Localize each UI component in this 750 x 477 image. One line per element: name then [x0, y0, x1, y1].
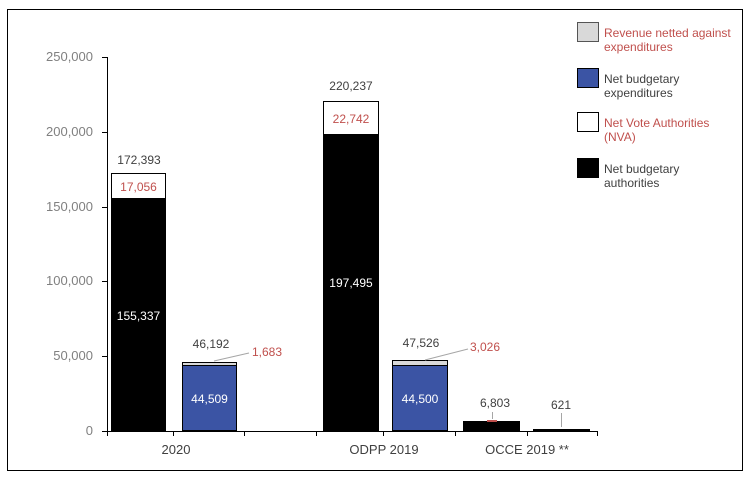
- revenue-callout-label: 3,026: [470, 340, 501, 354]
- legend-swatch-nva: [577, 112, 599, 132]
- x-tick: [173, 431, 174, 436]
- expenditures-value-label: 44,509: [191, 392, 228, 406]
- x-tick: [527, 431, 528, 436]
- y-axis-label: 250,000: [46, 49, 93, 64]
- category-label-2020: 2020: [161, 442, 191, 457]
- legend-label-nva: Net Vote Authorities (NVA): [604, 116, 710, 144]
- authorities-value-label: 197,495: [329, 276, 373, 290]
- y-axis-label: 100,000: [46, 273, 93, 288]
- nva-value-label: 22,742: [332, 112, 370, 126]
- y-tick: [102, 281, 107, 282]
- nva-value-label: 17,056: [120, 180, 157, 194]
- label-leader-line: [561, 413, 562, 427]
- y-tick: [102, 431, 107, 432]
- y-tick: [102, 57, 107, 58]
- legend-swatch-revenue-netted: [577, 22, 599, 42]
- bar-odpp-expenditures-segment: 44,500: [392, 365, 448, 431]
- x-tick: [244, 431, 245, 436]
- legend-swatch-net-budgetary-expenditures: [577, 68, 599, 88]
- y-tick: [102, 356, 107, 357]
- total-label: 46,192: [192, 337, 230, 351]
- nva-marker: [487, 420, 497, 422]
- chart-border: [7, 9, 743, 471]
- y-axis-label: 150,000: [46, 199, 93, 214]
- bar-2020-authorities-segment: 155,337: [111, 199, 166, 431]
- category-label-odpp-2019: ODPP 2019: [349, 442, 419, 457]
- x-tick: [383, 431, 384, 436]
- total-label: 172,393: [117, 153, 161, 167]
- authorities-value-label: 155,337: [116, 309, 161, 323]
- x-tick: [316, 431, 317, 436]
- bar-occe-authorities-segment: [463, 421, 520, 431]
- bar-odpp-nva-segment: 22,742: [323, 101, 379, 135]
- x-axis-line: [107, 431, 598, 432]
- y-tick: [102, 207, 107, 208]
- y-tick: [102, 132, 107, 133]
- legend-swatch-net-budgetary-authorities: [577, 158, 599, 178]
- bar-occe-expenditures-segment: [533, 429, 590, 431]
- total-label: 6,803: [479, 396, 511, 410]
- bar-2020-expenditures-segment: 44,509: [182, 365, 237, 431]
- y-axis-label: 200,000: [46, 124, 93, 139]
- y-axis-label: 50,000: [53, 348, 93, 363]
- total-label: 621: [550, 398, 572, 412]
- label-leader-line: [492, 412, 493, 419]
- bar-2020-nva-segment: 17,056: [111, 173, 166, 199]
- y-axis-label: 0: [85, 423, 93, 438]
- legend-label-net-budgetary-expenditures: Net budgetary expenditures: [604, 72, 680, 100]
- total-label: 220,237: [329, 79, 373, 93]
- x-tick: [107, 431, 108, 436]
- expenditures-value-label: 44,500: [401, 392, 439, 406]
- revenue-callout-label: 1,683: [252, 345, 283, 359]
- x-tick: [597, 431, 598, 436]
- legend-label-revenue-netted: Revenue netted against expenditures: [604, 26, 731, 54]
- y-axis-line: [107, 57, 108, 432]
- total-label: 47,526: [402, 336, 440, 350]
- legend-label-net-budgetary-authorities: Net budgetary authorities: [604, 162, 680, 190]
- bar-odpp-authorities-segment: 197,495: [323, 135, 379, 431]
- x-tick: [455, 431, 456, 436]
- category-label-occe-2019: OCCE 2019 **: [485, 442, 569, 457]
